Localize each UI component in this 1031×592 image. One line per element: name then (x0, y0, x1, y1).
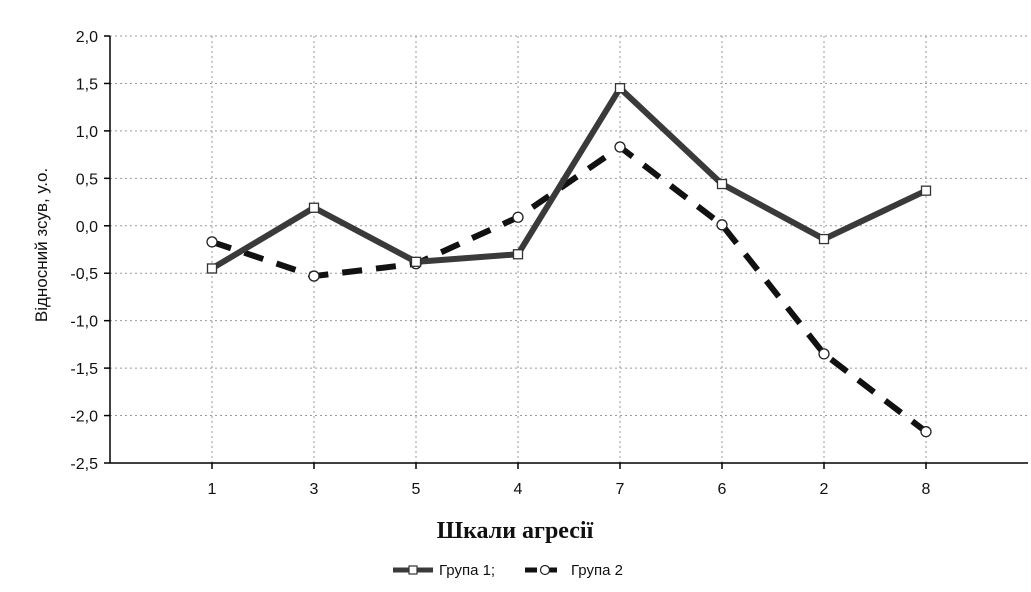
y-tick-label: -2,0 (70, 409, 98, 426)
y-tick-label: -2,5 (70, 456, 98, 473)
grid (110, 35, 1028, 463)
x-tick-label: 6 (718, 481, 727, 498)
data-point-square (512, 249, 524, 260)
legend: Група 1; Група 2 (393, 562, 623, 579)
data-point-circle (206, 236, 218, 248)
data-point-square (614, 83, 626, 94)
legend-marker-circle (539, 564, 551, 576)
x-tick-label: 1 (208, 481, 217, 498)
x-axis-label: Шкали агресії (437, 518, 594, 544)
data-point-square (818, 233, 830, 245)
data-point-circle (308, 270, 320, 282)
series-line-2 (211, 144, 928, 435)
x-ticks: 1 3 5 4 7 6 2 8 (208, 481, 931, 498)
data-point-square (716, 178, 728, 190)
legend-marker-square (408, 565, 418, 575)
y-tick-label: 0,0 (76, 219, 98, 236)
x-tick-label: 5 (412, 481, 421, 498)
y-tick-label: 2,0 (76, 29, 98, 46)
x-tick-label: 3 (310, 481, 319, 498)
axes (104, 35, 1028, 469)
y-tick-label: -1,0 (70, 314, 98, 331)
legend-label-1: Група 1; (439, 562, 495, 579)
data-point-circle (512, 211, 524, 223)
legend-label-2: Група 2 (571, 562, 623, 579)
data-point-circle (716, 219, 728, 231)
x-tick-label: 8 (922, 481, 931, 498)
data-point-square (920, 185, 932, 196)
series (206, 83, 932, 438)
y-tick-label: -0,5 (70, 266, 98, 283)
y-tick-label: 0,5 (76, 171, 98, 188)
data-point-square (410, 256, 422, 267)
data-point-square (308, 202, 320, 213)
x-tick-label: 7 (616, 481, 625, 498)
y-tick-label: 1,0 (76, 124, 98, 141)
series-line-1 (210, 85, 928, 272)
data-point-circle (818, 348, 830, 360)
data-point-circle (614, 141, 626, 153)
y-tick-label: -1,5 (70, 361, 98, 378)
y-ticks: 2,0 1,5 1,0 0,5 0,0 -0,5 -1,0 -1,5 -2,0 -2,5 (70, 29, 98, 473)
data-point-square (206, 263, 218, 274)
y-axis-label: Відносний зсув, у.о. (32, 168, 51, 322)
y-tick-label: 1,5 (76, 76, 98, 93)
data-point-circle (920, 426, 932, 438)
x-tick-label: 4 (514, 481, 523, 498)
x-tick-label: 2 (820, 481, 829, 498)
